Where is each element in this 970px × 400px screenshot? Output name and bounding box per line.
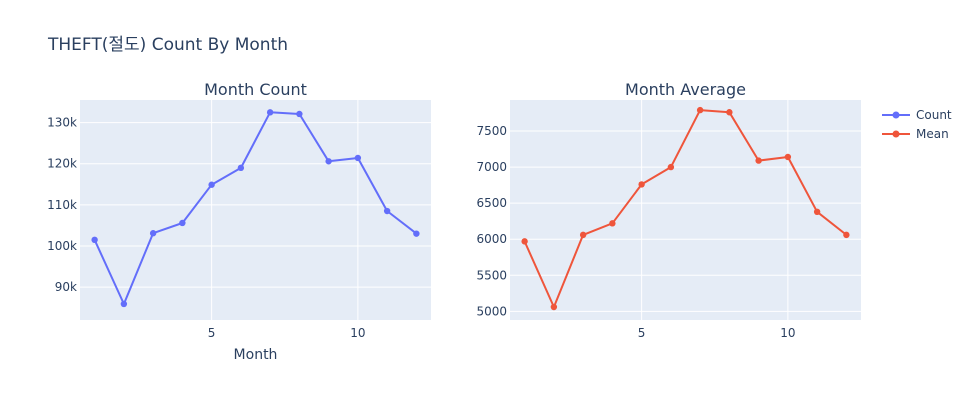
subplot-title: Month Average [625,80,746,99]
y-tick-label: 7000 [476,160,507,174]
data-point[interactable] [696,106,704,114]
data-point[interactable] [755,157,762,164]
figure-title: THEFT(절도) Count By Month [47,35,288,55]
tick-labels: 5000 5500 6000 6500 7000 7500 5 10 [476,124,795,340]
data-point[interactable] [813,208,821,216]
series-count [91,109,420,308]
data-point[interactable] [609,220,616,227]
subplot-month-count: 90k 100k 110k 120k 130k 5 10 Month Count Month [47,80,431,363]
legend-item-mean[interactable]: Mean [882,127,949,141]
y-tick-label: 5000 [476,304,507,318]
x-tick-label: 10 [780,326,795,340]
legend: Count Mean [882,108,952,141]
data-point[interactable] [638,181,645,188]
tick-labels: 90k 100k 110k 120k 130k 5 10 [47,116,365,340]
data-point[interactable] [413,230,420,237]
data-point[interactable] [120,300,128,308]
y-tick-label: 5500 [476,268,507,282]
data-point[interactable] [149,230,157,237]
data-point[interactable] [579,231,587,239]
y-tick-label: 6500 [476,196,507,210]
y-tick-label: 100k [47,239,77,253]
y-tick-label: 110k [47,198,77,212]
plot-area [80,100,431,320]
y-tick-label: 6000 [476,232,507,246]
data-point[interactable] [237,164,245,172]
legend-label: Count [916,108,952,122]
data-point[interactable] [550,303,558,311]
data-point[interactable] [667,163,675,171]
data-point[interactable] [521,238,528,245]
series-line [93,111,418,305]
gridlines [80,100,431,320]
data-point[interactable] [179,219,186,227]
x-tick-label: 5 [208,326,216,340]
data-point[interactable] [266,109,274,116]
x-tick-label: 5 [638,326,646,340]
y-tick-label: 120k [47,157,77,171]
series-line [523,109,848,308]
y-tick-label: 7500 [476,124,507,138]
y-tick-label: 90k [55,280,77,294]
data-point[interactable] [296,110,303,118]
data-point[interactable] [208,181,215,188]
gridlines [510,100,861,320]
x-tick-label: 10 [350,326,365,340]
y-tick-label: 130k [47,116,77,130]
subplot-title: Month Count [204,80,307,99]
series-mean [521,106,850,311]
legend-marker [892,130,900,138]
legend-label: Mean [916,127,949,141]
data-point[interactable] [784,153,792,161]
data-point[interactable] [91,236,98,244]
subplot-month-average: 5000 5500 6000 6500 7000 7500 5 10 Month Averag… [476,80,861,340]
data-point[interactable] [726,109,733,116]
data-point[interactable] [383,207,391,215]
legend-marker [892,111,900,119]
x-axis-label: Month [234,347,278,363]
data-point[interactable] [843,231,850,239]
legend-item-count[interactable]: Count [882,108,952,122]
data-point[interactable] [325,158,332,165]
data-point[interactable] [354,154,362,162]
